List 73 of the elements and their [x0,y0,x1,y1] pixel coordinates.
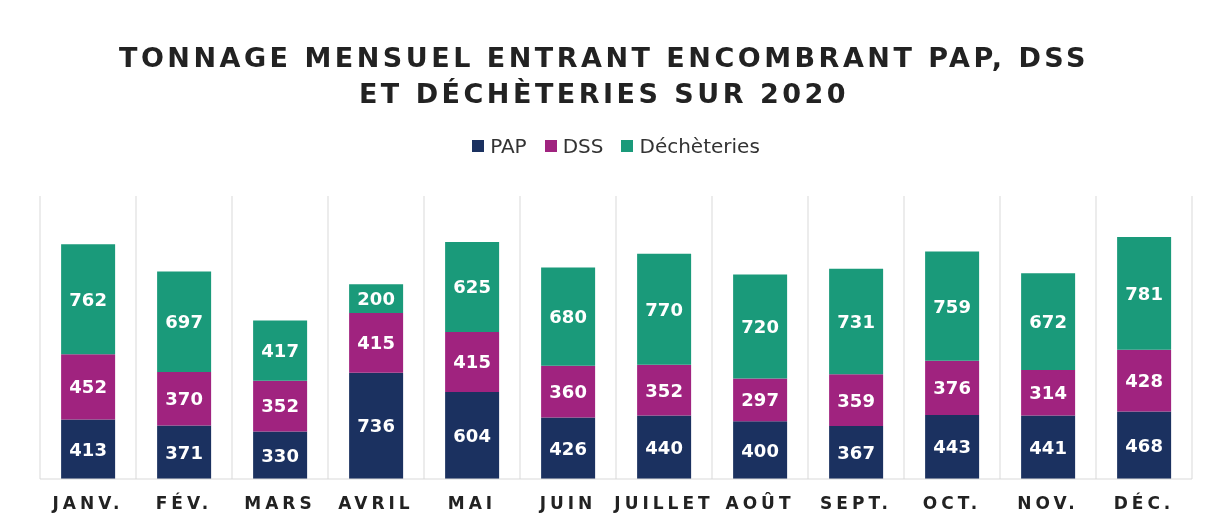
data-label: 452 [69,376,107,398]
data-label: 314 [1029,382,1067,404]
data-label: 200 [357,287,395,309]
data-label: 370 [165,388,203,410]
data-label: 426 [549,437,587,459]
legend-label: DSS [561,134,604,158]
data-label: 736 [357,415,395,437]
data-label: 672 [1029,311,1067,333]
bar [349,312,404,373]
x-tick-label: NOV. [1017,493,1079,513]
data-label: 376 [933,377,971,399]
data-label: 297 [741,389,779,411]
data-label: 759 [933,295,971,317]
data-label: 330 [261,444,299,466]
x-tick-label: SEPT. [820,493,892,513]
data-label: 413 [69,438,107,460]
data-label: 415 [453,351,491,373]
x-tick-label: OCT. [922,493,982,513]
bar [637,253,692,365]
bar [253,320,308,381]
bar [61,354,116,420]
bar [61,244,116,355]
bar [157,271,212,373]
bar [157,425,212,479]
bar [445,241,500,333]
data-label: 781 [1125,282,1163,304]
data-label: 720 [741,315,779,337]
data-label: 417 [261,339,299,361]
data-label: 625 [453,276,491,298]
x-tick-label: AOÛT [725,492,795,513]
data-label: 428 [1125,370,1163,392]
bar [1021,415,1076,479]
data-label: 400 [741,439,779,461]
bar [829,268,884,375]
data-label: 352 [261,395,299,417]
x-tick-label: JUILLET [613,493,714,513]
bar [541,267,596,366]
data-label: 441 [1029,436,1067,458]
data-label: 731 [837,310,875,332]
bar [1117,411,1172,479]
bar [349,372,404,479]
bar [925,251,980,361]
x-tick-label: MAI [447,493,497,513]
x-tick-label: AVRIL [338,493,414,513]
x-tick-label: FÉV. [155,492,213,513]
data-label: 360 [549,380,587,402]
bar [733,274,788,379]
x-tick-label: JANV. [51,493,124,513]
x-tick-label: MARS [244,493,316,513]
data-label: 359 [837,389,875,411]
bar [1117,237,1172,350]
chart-title: TONNAGE MENSUEL ENTRANT ENCOMBRANT PAP, DSS ET DÉCHÈTERIES SUR 2020 [118,41,1090,111]
data-label: 440 [645,436,683,458]
bar [925,415,980,479]
bar [61,419,116,479]
data-label: 367 [837,441,875,463]
data-label: 443 [933,436,971,458]
data-label: 697 [165,311,203,333]
bar [1021,273,1076,371]
x-tick-label: JUIN [538,493,597,513]
legend-label: Déchèteries [638,134,760,158]
data-label: 604 [453,424,491,446]
data-label: 770 [645,298,683,320]
data-label: 762 [69,288,107,310]
bar [445,391,500,479]
data-label: 371 [165,441,203,463]
bar [445,332,500,392]
legend-label: PAP [489,134,527,158]
data-label: 415 [357,332,395,354]
data-label: 352 [645,379,683,401]
data-label: 468 [1125,434,1163,456]
x-tick-label: DÉC. [1113,492,1175,513]
data-label: 680 [549,305,587,327]
